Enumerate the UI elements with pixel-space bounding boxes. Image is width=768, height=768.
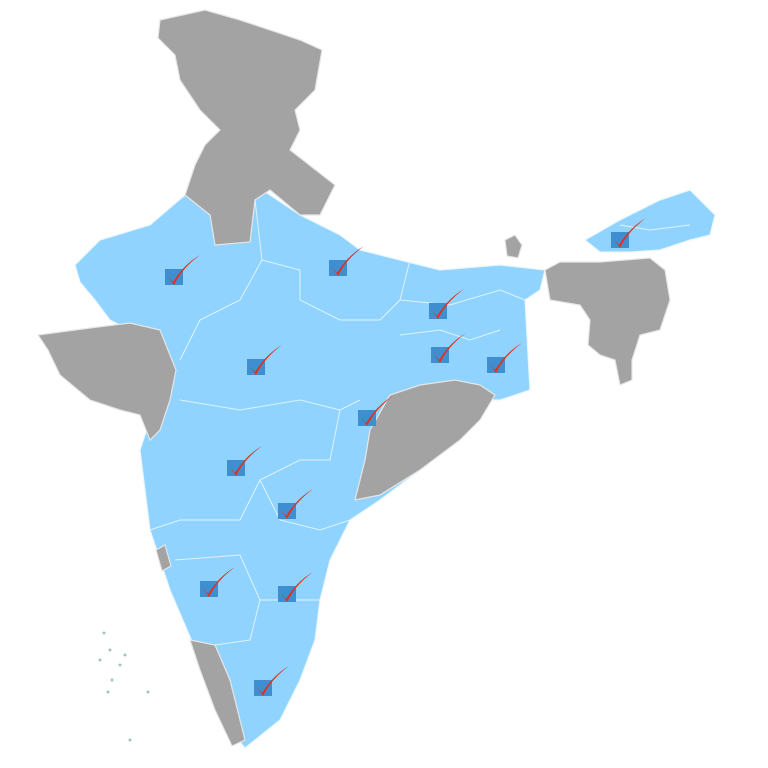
- highlighted-region-mainland[interactable]: [74, 184, 546, 749]
- marker-box: [431, 347, 449, 363]
- checkmark-marker[interactable]: [165, 255, 200, 285]
- checkmark-marker[interactable]: [358, 396, 393, 426]
- checkmark-marker[interactable]: [278, 572, 313, 602]
- checkmark-marker[interactable]: [278, 489, 313, 519]
- marker-box: [165, 269, 183, 285]
- checkmark-marker[interactable]: [254, 666, 289, 696]
- marker-box: [247, 359, 265, 375]
- unhighlighted-region-goa[interactable]: [155, 544, 172, 572]
- unhighlighted-region-northeast[interactable]: [544, 257, 671, 386]
- checkmark-marker[interactable]: [247, 345, 282, 375]
- marker-box: [200, 581, 218, 597]
- unhighlighted-region-southwest[interactable]: [189, 639, 246, 747]
- marker-box: [278, 503, 296, 519]
- checkmark-marker[interactable]: [431, 333, 466, 363]
- checkmark-marker[interactable]: [329, 246, 364, 276]
- unhighlighted-region-west[interactable]: [36, 322, 177, 442]
- unhighlighted-region-sikkim[interactable]: [504, 234, 523, 259]
- unhighlighted-region-north[interactable]: [157, 9, 336, 246]
- marker-box: [278, 586, 296, 602]
- marker-box: [429, 303, 447, 319]
- checkmark-marker[interactable]: [487, 343, 522, 373]
- marker-box: [358, 410, 376, 426]
- marker-box: [611, 232, 629, 248]
- unhighlighted-region-east[interactable]: [354, 379, 496, 501]
- marker-box: [487, 357, 505, 373]
- islands: [98, 631, 150, 742]
- highlighted-region-northeast[interactable]: [583, 189, 716, 253]
- checkmark-marker[interactable]: [611, 218, 646, 248]
- checkmark-marker[interactable]: [200, 567, 235, 597]
- checkmark-marker[interactable]: [227, 446, 262, 476]
- marker-box: [254, 680, 272, 696]
- checkmark-marker[interactable]: [429, 289, 464, 319]
- marker-box: [329, 260, 347, 276]
- marker-box: [227, 460, 245, 476]
